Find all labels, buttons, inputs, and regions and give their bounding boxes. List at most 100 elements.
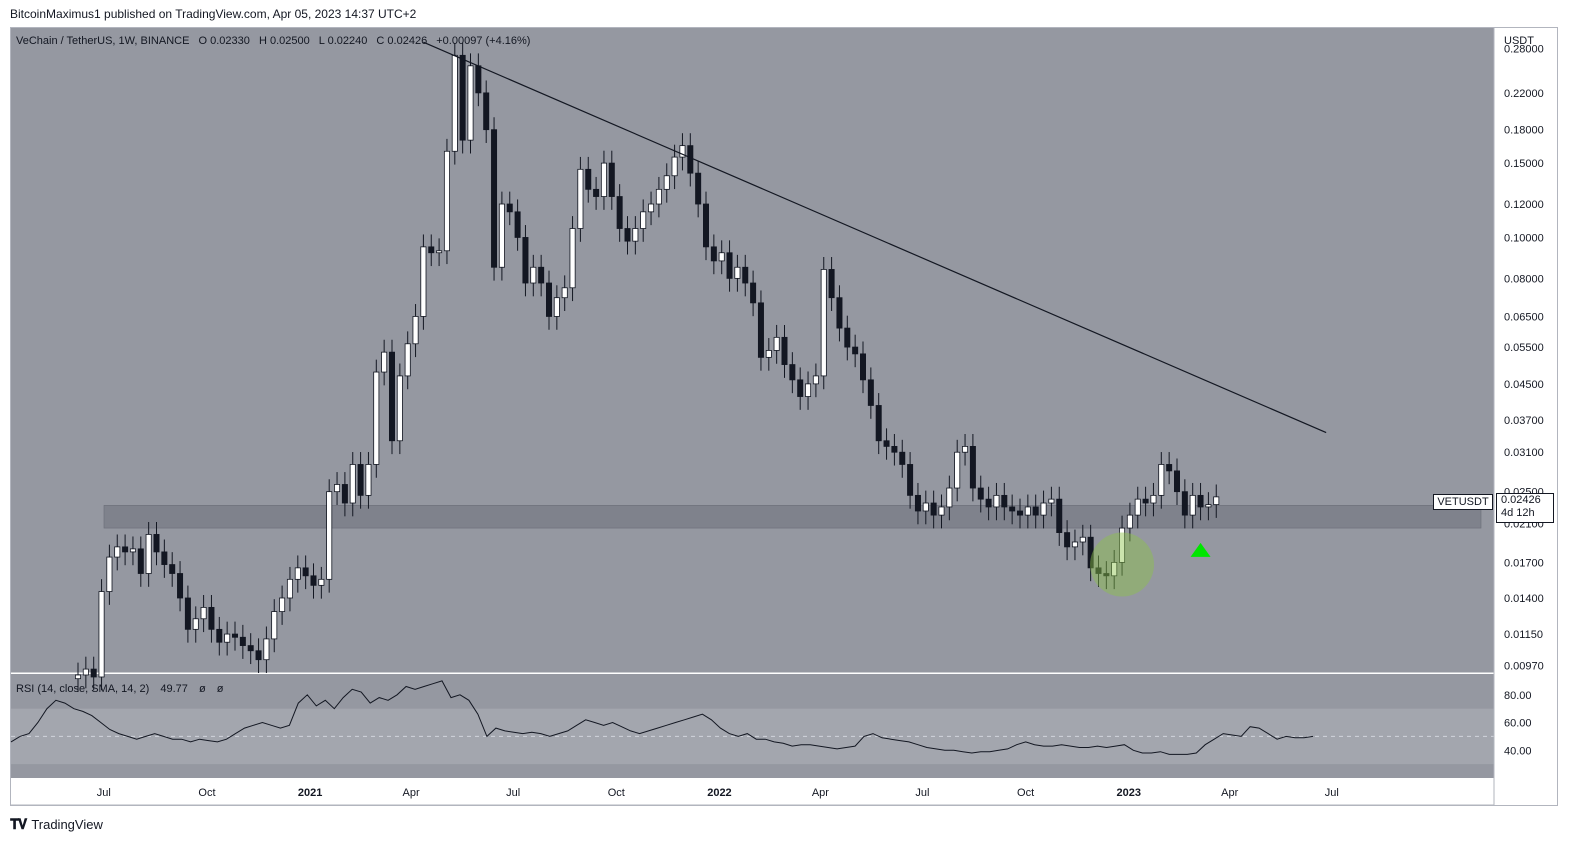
candle-up <box>326 491 333 580</box>
candle-up <box>114 546 121 558</box>
candle-up <box>404 343 411 377</box>
candle-down <box>585 168 592 190</box>
price-tick-label: 0.01150 <box>1504 629 1543 641</box>
publisher-line: BitcoinMaximus1 published on TradingView… <box>10 7 417 21</box>
price-tick-label: 0.01400 <box>1504 593 1544 605</box>
candle-down <box>844 327 851 348</box>
symbol-title: VeChain / TetherUS, 1W, BINANCE <box>16 35 190 47</box>
candle-up <box>1040 502 1047 516</box>
time-tick-label: Oct <box>1017 787 1034 799</box>
candle-down <box>1009 506 1016 512</box>
price-tick-label: 0.08000 <box>1504 273 1544 285</box>
candle-down <box>459 54 466 141</box>
candle-down <box>695 172 702 205</box>
candle-up <box>263 638 270 661</box>
last-price-tag: 0.02426 4d 12h <box>1496 493 1554 523</box>
candle-down <box>1103 573 1110 577</box>
candle-up <box>443 150 450 252</box>
price-tick-label: 0.12000 <box>1504 199 1544 211</box>
candle-down <box>1056 498 1063 533</box>
candle-down <box>184 597 191 630</box>
candle-up <box>655 188 662 205</box>
candle-up <box>200 606 207 620</box>
candle-up <box>1048 498 1055 504</box>
change-value: +0.00097 (+4.16%) <box>436 35 531 47</box>
candle-down <box>122 546 129 553</box>
candle-down <box>231 633 238 638</box>
rsi-layer <box>10 680 1314 755</box>
candle-down <box>789 364 796 381</box>
candle-up <box>82 668 89 676</box>
candle-down <box>341 484 348 504</box>
candle-up <box>498 203 505 268</box>
time-tick-label: Jul <box>506 787 520 799</box>
candle-up <box>1024 506 1031 516</box>
candle-down <box>1197 494 1204 508</box>
candle-up <box>962 446 969 453</box>
candle-down <box>1032 506 1039 516</box>
tradingview-brand[interactable]: 𝐓𝐕 TradingView <box>10 816 103 833</box>
candle-down <box>624 228 631 242</box>
candle-down <box>726 252 733 279</box>
candle-down <box>899 451 906 465</box>
time-tick-label: Apr <box>812 787 829 799</box>
candle-up <box>412 316 419 345</box>
candle-up <box>632 228 639 242</box>
candle-up <box>993 494 1000 508</box>
candle-down <box>239 636 246 646</box>
open-value: 0.02330 <box>210 35 250 47</box>
candle-up <box>679 145 686 158</box>
price-tick-label: 0.05500 <box>1504 342 1544 354</box>
rsi-tick-label: 60.00 <box>1504 718 1532 730</box>
candle-up <box>1111 561 1118 577</box>
candle-up <box>812 375 819 385</box>
candle-down <box>710 246 717 262</box>
candle-down <box>742 266 749 284</box>
candle-up <box>294 567 301 580</box>
candle-down <box>247 645 254 652</box>
candle-down <box>208 606 215 630</box>
close-label: C <box>376 35 385 47</box>
time-tick-label: 2021 <box>298 787 322 799</box>
candle-down <box>506 203 513 213</box>
candle-up <box>145 534 152 574</box>
candle-down <box>703 203 710 248</box>
candle-up <box>436 250 443 254</box>
time-tick-label: Oct <box>608 787 625 799</box>
candle-down <box>1001 494 1008 508</box>
candle-up <box>334 484 341 493</box>
last-price: 0.02426 <box>1501 494 1541 506</box>
candle-down <box>475 65 482 94</box>
candle-up <box>1205 504 1212 508</box>
candle-down <box>161 551 168 565</box>
candle-up <box>954 451 961 489</box>
candle-up <box>129 548 136 553</box>
price-tick-label: 0.10000 <box>1504 232 1544 244</box>
candle-up <box>365 464 372 496</box>
candle-down <box>757 302 764 358</box>
candle-up <box>577 168 584 229</box>
rsi-label: RSI (14, close, SMA, 14, 2) <box>16 683 150 695</box>
candle-up <box>75 674 82 680</box>
price-pane <box>11 28 1494 673</box>
candle-down <box>522 237 529 284</box>
price-tick-label: 0.01700 <box>1504 557 1544 569</box>
symbol-legend: VeChain / TetherUS, 1W, BINANCE O 0.0233… <box>16 35 530 47</box>
highlight-circle <box>1090 532 1155 597</box>
price-tick-label: 0.06500 <box>1504 311 1544 323</box>
candle-down <box>302 567 309 577</box>
candle-down <box>491 129 498 268</box>
candle-up <box>373 371 380 465</box>
high-label: H <box>258 35 267 47</box>
candle-up <box>765 350 772 358</box>
candle-down <box>1174 470 1181 493</box>
open-label: O <box>198 35 208 47</box>
candle-up <box>381 351 388 373</box>
support-zone <box>103 505 1482 529</box>
candle-down <box>977 487 984 500</box>
candle-down <box>593 188 600 197</box>
candle-up <box>286 578 293 599</box>
candle-up <box>279 597 286 612</box>
candle-down <box>867 379 874 406</box>
